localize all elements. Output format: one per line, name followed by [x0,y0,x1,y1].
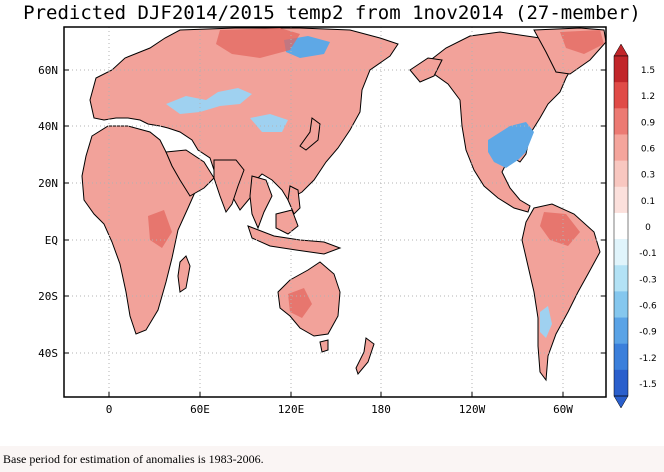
landmass-madagascar [177,255,191,293]
axis-ticks [64,69,606,397]
footnote: Base period for estimation of anomalies … [3,452,264,466]
landmass-philippines [287,185,301,215]
landmass-arabia [165,149,215,197]
landmass-new-zealand [355,337,375,376]
colorbar-swatch [614,160,628,188]
colorbar-swatch [614,56,628,83]
colorbar-label: -1.5 [639,380,657,390]
landmass-south-america [521,203,601,382]
lat-label: 40S [38,347,58,360]
colorbar-swatch [614,369,628,397]
warm-anomaly-patches [148,28,604,318]
landmass-borneo [275,209,299,235]
warm-patch-greenland [560,30,604,54]
colorbar-frame [613,55,629,397]
colorbar-label: -0.9 [639,328,657,338]
colorbar-label: -1.2 [639,354,657,364]
colorbar-label: -0.1 [639,249,657,259]
lon-label: 180 [371,403,391,416]
warm-patch-northern-siberia [216,28,300,58]
lon-label: 120W [459,403,486,416]
cool-patch-central-asia [166,88,252,114]
cool-patch-eastern-us [488,122,534,168]
cool-anomaly-patches [166,36,552,338]
colorbar-label: 1.2 [641,92,655,102]
colorbar-label: 0.9 [641,118,656,128]
colorbar-label: 0 [645,223,651,233]
map-figure: 60N 40N 20N EQ 20S 40S 0 60E 120E 180 12… [38,26,657,416]
colorbar-swatch [614,239,628,266]
colorbar-swatch [614,343,628,371]
lat-label: EQ [45,234,58,247]
cool-patch-tibet [250,114,288,132]
longitude-labels: 0 60E 120E 180 120W 60W [106,403,574,416]
colorbar: 1.5 1.2 0.9 0.6 0.3 0.1 0 -0.1 -0.3 -0.6 -0.9 -1.2 -… [613,43,657,409]
cool-patch-andes [540,306,552,338]
colorbar-label: 0.6 [641,145,656,155]
warm-patch-australia [288,288,312,318]
colorbar-label: -0.3 [639,275,657,285]
colorbar-arrow-bottom [613,395,629,409]
colorbar-arrow-top [613,43,629,57]
lon-label: 0 [106,403,113,416]
latitude-labels: 60N 40N 20N EQ 20S 40S [38,64,58,360]
landmass-eurasia [89,27,399,211]
landmass-africa [81,125,197,335]
lon-label: 60W [553,403,573,416]
map-title: Predicted DJF2014/2015 temp2 from 1nov20… [23,2,641,24]
lat-label: 40N [38,120,58,133]
colorbar-label: 1.5 [641,66,655,76]
colorbar-label: 0.3 [641,171,655,181]
warm-patch-east-africa [148,210,172,248]
lat-label: 20N [38,177,58,190]
landmass-japan [299,117,321,151]
colorbar-swatch [614,291,628,319]
lat-label: 60N [38,64,58,77]
colorbar-swatch [614,108,628,135]
landmass-indonesia [247,225,342,255]
warm-patch-amazon [540,212,580,246]
map-frame [63,26,607,398]
landmass-southeast-asia [249,175,273,230]
lat-label: 20S [38,290,58,303]
colorbar-swatch [614,212,628,240]
colorbar-swatch [614,82,628,109]
colorbar-swatch [614,186,628,214]
graticule [64,27,606,397]
land-areas [81,27,606,382]
landmass-alaska [409,57,443,83]
colorbar-swatch [614,265,628,292]
landmass-tasmania [319,339,329,353]
colorbar-label: -0.6 [639,301,657,311]
lon-label: 120E [278,403,305,416]
landmass-india [213,159,245,214]
lon-label: 60E [190,403,210,416]
colorbar-swatch [614,134,628,162]
colorbar-swatch [614,317,628,345]
colorbar-label: 0.1 [641,197,655,207]
cool-patch-siberia [284,36,330,58]
